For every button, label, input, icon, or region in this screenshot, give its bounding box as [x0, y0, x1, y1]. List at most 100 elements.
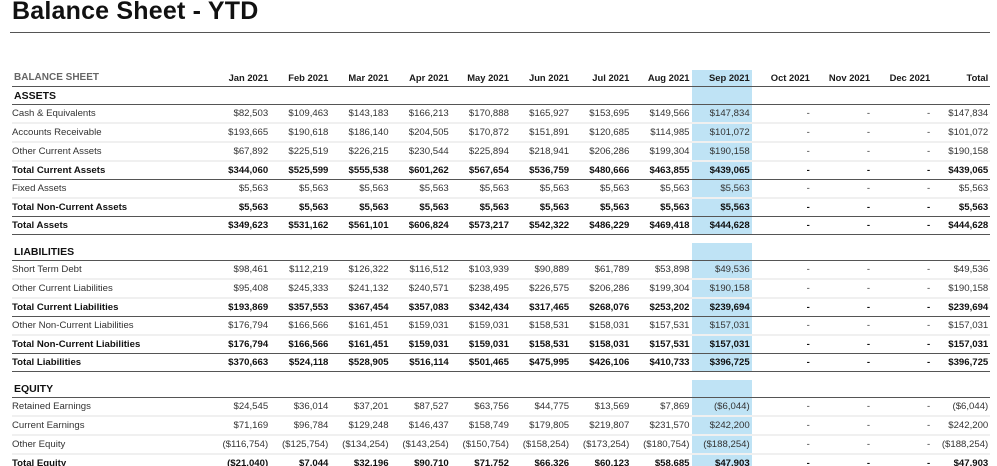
row-label: Current Earnings — [12, 416, 210, 436]
value-cell-oct-2021: - — [751, 123, 812, 143]
value-cell-oct-2021: - — [751, 353, 812, 372]
value-cell-may-2021: ($150,754) — [450, 435, 511, 455]
value-cell-nov-2021: - — [811, 216, 873, 235]
value-cell-jun-2021: $66,326 — [510, 454, 572, 466]
value-cell-jul-2021: $5,563 — [571, 198, 632, 217]
value-cell-nov-2021: - — [811, 198, 873, 217]
row-label: Total Non-Current Liabilities — [12, 335, 210, 354]
value-cell-dec-2021: - — [872, 104, 933, 124]
value-cell-jan-2021: $67,892 — [210, 142, 271, 162]
value-cell-total: $5,563 — [932, 198, 991, 217]
table-row-other-equity: Other Equity ($116,754) ($125,754) ($134,25… — [12, 435, 991, 455]
value-cell-jul-2021: $5,563 — [571, 179, 632, 199]
table-row-current-earnings: Current Earnings $71,169 $96,784 $129,248 $1… — [12, 416, 991, 436]
table-header-label: BALANCE SHEET — [12, 70, 210, 87]
row-label: Other Equity — [12, 435, 210, 455]
value-cell-sep-2021: $439,065 — [691, 161, 752, 180]
section-header-cell — [450, 86, 511, 105]
spacer-cell — [12, 235, 990, 244]
value-cell-feb-2021: $7,044 — [270, 454, 331, 466]
value-cell-jan-2021: $5,563 — [210, 198, 271, 217]
value-cell-jan-2021: $176,794 — [210, 335, 271, 354]
value-cell-feb-2021: $525,599 — [270, 161, 331, 180]
value-cell-jul-2021: ($173,254) — [571, 435, 632, 455]
value-cell-may-2021: $159,031 — [450, 316, 511, 336]
value-cell-dec-2021: - — [872, 216, 933, 235]
value-cell-feb-2021: $245,333 — [270, 279, 331, 299]
value-cell-aug-2021: $199,304 — [631, 142, 692, 162]
value-cell-total: $439,065 — [932, 161, 991, 180]
section-header-cell — [571, 243, 632, 261]
section-header-cell — [510, 380, 572, 398]
row-label: Retained Earnings — [12, 397, 210, 417]
section-header-cell — [811, 86, 873, 105]
value-cell-may-2021: $170,888 — [450, 104, 511, 124]
value-cell-nov-2021: - — [811, 353, 873, 372]
table-row-fixed-assets: Fixed Assets $5,563 $5,563 $5,563 $5,563 $5,5… — [12, 179, 991, 199]
value-cell-may-2021: $342,434 — [450, 298, 511, 317]
value-cell-jan-2021: $24,545 — [210, 397, 271, 417]
value-cell-total: $239,694 — [932, 298, 991, 317]
section-header-cell — [872, 380, 933, 398]
value-cell-total: $5,563 — [932, 179, 991, 199]
value-cell-jun-2021: ($158,254) — [510, 435, 572, 455]
value-cell-jan-2021: $95,408 — [210, 279, 271, 299]
section-header-cell — [390, 243, 451, 261]
value-cell-sep-2021: $5,563 — [691, 198, 752, 217]
value-cell-aug-2021: $253,202 — [631, 298, 692, 317]
section-header-cell — [751, 380, 812, 398]
value-cell-aug-2021: $157,531 — [631, 316, 692, 336]
value-cell-sep-2021: $147,834 — [691, 104, 752, 124]
value-cell-jun-2021: $158,531 — [510, 316, 572, 336]
value-cell-oct-2021: - — [751, 216, 812, 235]
column-header-nov: Nov 2021 — [811, 70, 873, 87]
value-cell-apr-2021: $166,213 — [390, 104, 451, 124]
value-cell-apr-2021: $159,031 — [390, 335, 451, 354]
value-cell-dec-2021: - — [872, 454, 933, 466]
value-cell-jan-2021: $344,060 — [210, 161, 271, 180]
value-cell-feb-2021: $531,162 — [270, 216, 331, 235]
value-cell-nov-2021: - — [811, 416, 873, 436]
section-header-cell — [571, 86, 632, 105]
value-cell-oct-2021: - — [751, 435, 812, 455]
value-cell-aug-2021: $5,563 — [631, 179, 692, 199]
section-header-assets: ASSETS — [12, 86, 991, 105]
value-cell-oct-2021: - — [751, 279, 812, 299]
row-label: Accounts Receivable — [12, 123, 210, 143]
table-body: ASSETS Cash & Equivalents $82,503 $109,463 $… — [12, 86, 991, 466]
value-cell-mar-2021: $161,451 — [330, 316, 391, 336]
value-cell-aug-2021: $58,685 — [631, 454, 692, 466]
value-cell-jan-2021: $193,869 — [210, 298, 271, 317]
row-label: Cash & Equivalents — [12, 104, 210, 124]
row-label: Total Liabilities — [12, 353, 210, 372]
value-cell-mar-2021: $37,201 — [330, 397, 391, 417]
value-cell-jan-2021: $82,503 — [210, 104, 271, 124]
column-header-may: May 2021 — [450, 70, 511, 87]
section-header-cell — [631, 86, 692, 105]
table-row-short-term-debt: Short Term Debt $98,461 $112,219 $126,322 $1… — [12, 260, 991, 280]
value-cell-apr-2021: $240,571 — [390, 279, 451, 299]
value-cell-apr-2021: $204,505 — [390, 123, 451, 143]
value-cell-aug-2021: $463,855 — [631, 161, 692, 180]
table-row-retained-earnings: Retained Earnings $24,545 $36,014 $37,201 $8… — [12, 397, 991, 417]
value-cell-total: $157,031 — [932, 316, 991, 336]
section-title: ASSETS — [12, 86, 210, 105]
value-cell-sep-2021: $396,725 — [691, 353, 752, 372]
value-cell-sep-2021: $239,694 — [691, 298, 752, 317]
value-cell-jul-2021: $480,666 — [571, 161, 632, 180]
value-cell-mar-2021: $143,183 — [330, 104, 391, 124]
total-row-total-current-liabilities: Total Current Liabilities $193,869 $357,55… — [12, 298, 991, 317]
value-cell-jun-2021: $90,889 — [510, 260, 572, 280]
value-cell-apr-2021: $159,031 — [390, 316, 451, 336]
value-cell-mar-2021: $241,132 — [330, 279, 391, 299]
value-cell-total: $242,200 — [932, 416, 991, 436]
section-header-cell — [330, 243, 391, 261]
value-cell-jan-2021: $176,794 — [210, 316, 271, 336]
value-cell-sep-2021: $101,072 — [691, 123, 752, 143]
column-header-total: Total — [932, 70, 991, 87]
value-cell-sep-2021: ($188,254) — [691, 435, 752, 455]
row-label: Other Current Assets — [12, 142, 210, 162]
row-label: Total Current Liabilities — [12, 298, 210, 317]
section-header-cell — [751, 243, 812, 261]
section-header-cell — [872, 86, 933, 105]
